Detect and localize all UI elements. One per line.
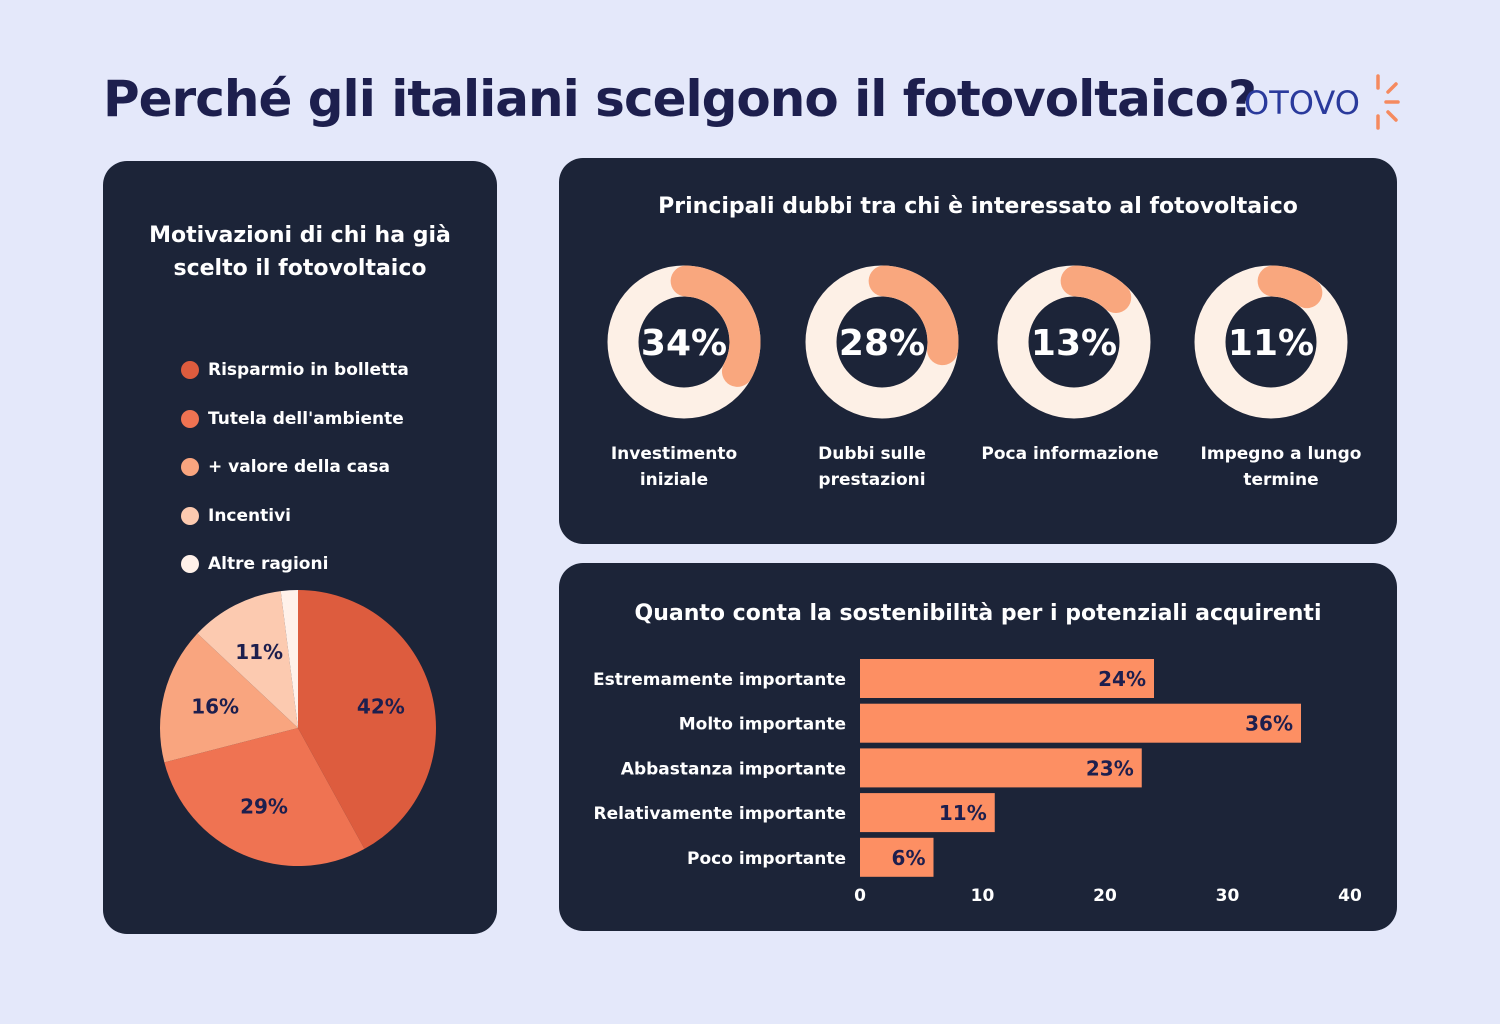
pie-label: 42% [357,695,405,719]
bar-value: 11% [939,801,987,825]
legend-item: Incentivi [181,492,409,541]
donut-arc [1194,265,1348,419]
bar [860,659,1154,698]
legend-label: Incentivi [208,505,291,526]
pie-slice [280,590,298,728]
pie-label: 29% [240,795,288,819]
x-tick-label: 40 [1338,886,1362,906]
x-tick-label: 10 [971,886,995,906]
pie-label: 11% [235,640,283,664]
donut-value: 34% [641,323,727,364]
legend-item: Risparmio in bolletta [181,346,409,395]
bar-value: 36% [1245,712,1293,736]
pie-label: 16% [191,695,239,719]
donut-value: 28% [839,323,925,364]
donut-value: 13% [1031,323,1117,364]
logo-text: OTOVO [1244,84,1360,122]
donut-label: Impegno a lungo termine [1200,444,1362,490]
sustainability-panel: Quanto conta la sostenibilità per i pote… [559,563,1397,931]
pie-slice [197,591,298,728]
otovo-logo: OTOVO [1244,74,1400,130]
bar-category: Estremamente importante [593,670,846,690]
legend-item: + valore della casa [181,443,409,492]
x-tick-label: 0 [854,886,866,906]
bar-value: 23% [1086,756,1134,780]
x-tick-label: 30 [1216,886,1240,906]
donut-label: Investimento iniziale [610,444,738,490]
bar-value: 24% [1098,667,1146,691]
sun-icon [1376,74,1400,130]
bar-title: Quanto conta la sostenibilità per i pote… [634,601,1322,626]
bar-category: Poco importante [687,849,846,869]
donut-arc [607,265,761,419]
legend-label: Tutela dell'ambiente [208,408,404,429]
donut-charts: 34% 28% 13% 11% [607,265,1348,419]
page-title: Perché gli italiani scelgono il fotovolt… [103,70,1257,128]
legend-label: + valore della casa [208,457,390,478]
bar [860,793,995,833]
donut-label: Poca informazione [981,444,1159,464]
donut-label: Dubbi sulle prestazioni [818,444,926,490]
pie-legend: Risparmio in bolletta Tutela dell'ambient… [181,346,409,589]
legend-item: Tutela dell'ambiente [181,395,409,444]
legend-swatch [181,506,199,525]
bar-value: 6% [892,846,926,870]
bar [860,748,1142,788]
donut-title: Principali dubbi tra chi è interessato a… [658,194,1298,219]
doubts-panel: Principali dubbi tra chi è interessato a… [559,158,1397,544]
bar-category: Abbastanza importante [621,759,846,779]
pie-chart: 42% 29% 16% 11% [160,590,436,866]
pie-slice [298,590,436,849]
bar-chart: Estremamente importante 24% Molto importan… [593,659,1362,906]
legend-label: Risparmio in bolletta [208,360,409,381]
pie-title: Motivazioni di chi ha già scelto il foto… [149,223,451,281]
bar-category: Relativamente importante [594,804,846,824]
pie-slice [164,728,365,866]
legend-swatch [181,409,199,428]
pie-slice [160,633,298,763]
donut-arc [997,265,1151,419]
x-tick-label: 20 [1093,886,1117,906]
motivations-panel: Motivazioni di chi ha già scelto il foto… [103,161,497,934]
donut-value: 11% [1228,323,1314,364]
legend-item: Altre ragioni [181,540,409,589]
legend-swatch [181,361,199,380]
legend-label: Altre ragioni [208,554,329,575]
bar [860,703,1301,743]
bar [860,837,934,877]
legend-swatch [181,458,199,477]
bar-category: Molto importante [679,715,846,735]
legend-swatch [181,555,199,574]
donut-arc [805,265,959,419]
